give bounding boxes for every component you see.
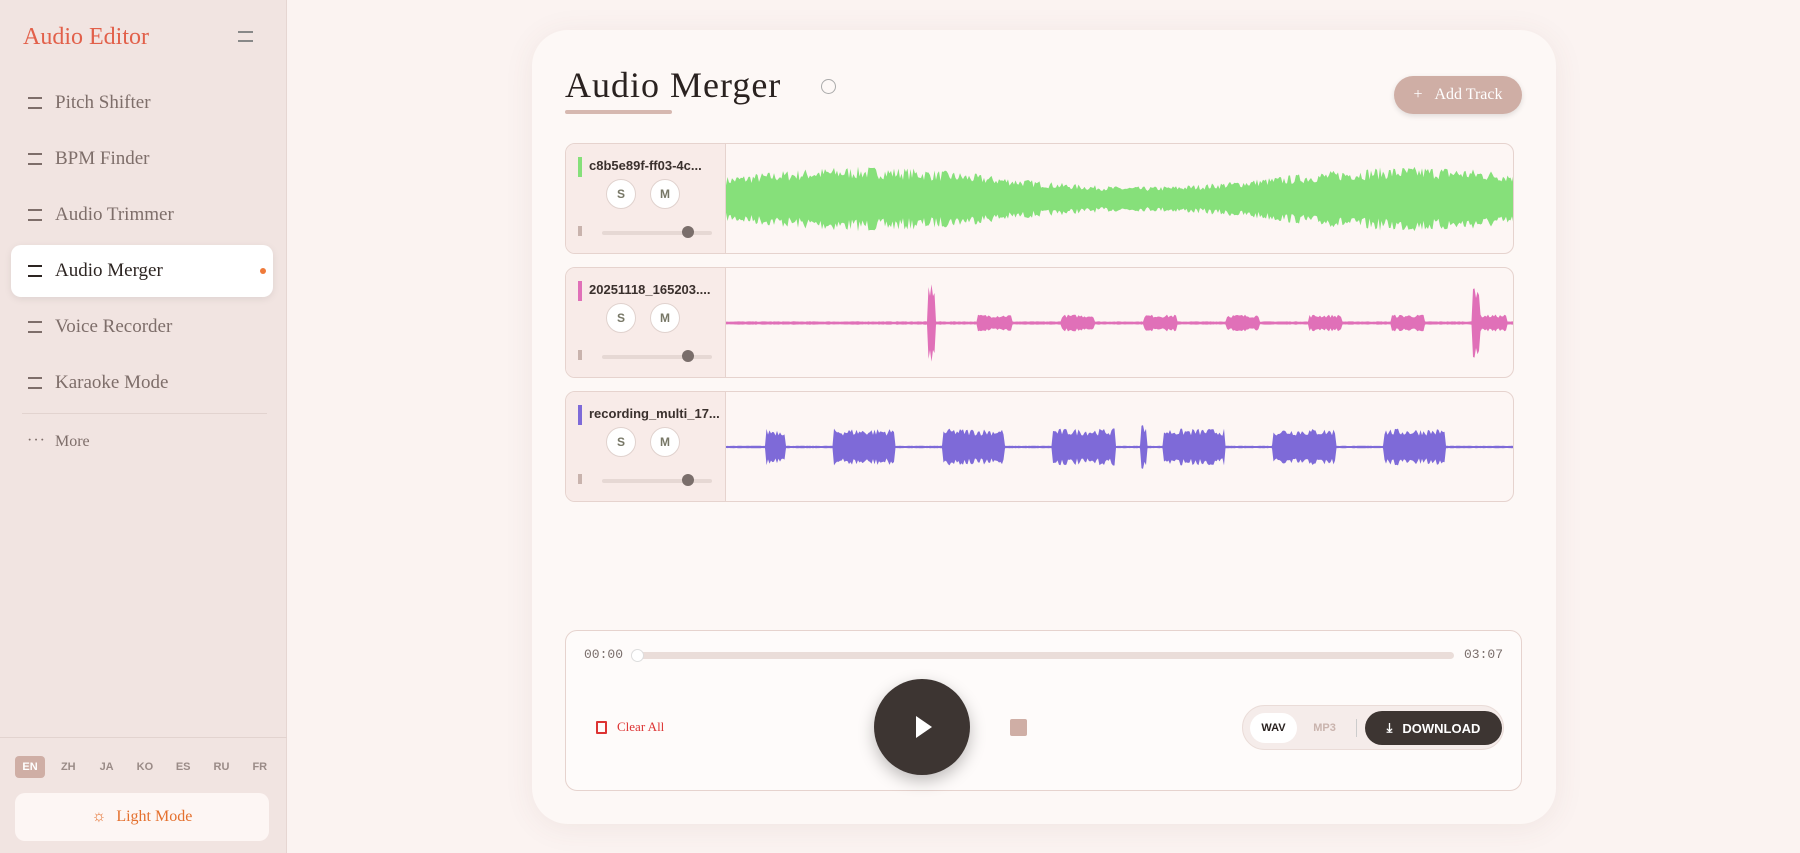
total-time: 03:07	[1464, 647, 1504, 662]
stop-button[interactable]	[1010, 719, 1027, 736]
language-option[interactable]: ES	[175, 761, 191, 773]
volume-icon	[578, 350, 588, 360]
mute-button[interactable]: M	[650, 179, 680, 209]
solo-button[interactable]: S	[606, 303, 636, 333]
clear-all-button[interactable]: Clear All	[596, 719, 664, 735]
format-option[interactable]: WAV	[1250, 713, 1297, 743]
collapse-button[interactable]	[238, 31, 253, 42]
track: recording_multi_17... S M	[565, 391, 1514, 502]
title-underline	[565, 110, 672, 114]
more-button[interactable]: ··· More	[27, 432, 90, 450]
nav-item[interactable]: Karaoke Mode	[11, 357, 273, 409]
track-color	[578, 157, 582, 177]
volume-slider[interactable]	[602, 350, 712, 362]
nav-icon	[28, 377, 42, 389]
divider	[0, 737, 287, 738]
player: 00:00 03:07 Clear All WAV MP3 ⤓ DOWNLOAD	[565, 630, 1522, 791]
info-icon[interactable]	[821, 79, 836, 94]
track-name: c8b5e89f-ff03-4c...	[589, 158, 702, 173]
waveform	[726, 284, 1513, 362]
format-option[interactable]: MP3	[1313, 722, 1336, 734]
waveform	[726, 166, 1513, 232]
nav-item[interactable]: BPM Finder	[11, 133, 273, 185]
volume-icon	[578, 226, 588, 236]
nav-label: Karaoke Mode	[55, 372, 169, 393]
track: 20251118_165203.... S M	[565, 267, 1514, 378]
download-label: DOWNLOAD	[1402, 720, 1481, 736]
play-button[interactable]	[874, 679, 970, 775]
nav-icon	[28, 97, 42, 109]
track-color	[578, 281, 582, 301]
nav-item[interactable]: Voice Recorder	[11, 301, 273, 353]
nav-item[interactable]: Audio Merger	[11, 245, 273, 297]
clear-all-label: Clear All	[617, 719, 665, 734]
theme-label: Light Mode	[116, 808, 193, 825]
nav-label: Audio Trimmer	[55, 204, 174, 225]
nav-label: BPM Finder	[55, 148, 150, 169]
nav-label: Voice Recorder	[55, 316, 173, 337]
nav-label: Audio Merger	[55, 260, 163, 281]
track-controls: recording_multi_17... S M	[566, 392, 726, 501]
app-title: Audio Editor	[23, 24, 149, 50]
more-label: More	[55, 433, 90, 450]
add-track-label: Add Track	[1434, 86, 1503, 103]
format-group: WAV MP3 ⤓ DOWNLOAD	[1242, 705, 1504, 750]
language-option[interactable]: FR	[252, 761, 268, 773]
track: c8b5e89f-ff03-4c... S M	[565, 143, 1514, 254]
volume-icon	[578, 474, 588, 484]
sidebar: Audio Editor ··· More ☼ Light Mode	[0, 0, 287, 853]
active-dot	[260, 268, 266, 274]
nav-icon	[28, 321, 42, 333]
language-option[interactable]: RU	[213, 761, 230, 773]
language-option[interactable]: ZH	[60, 761, 76, 773]
nav-item[interactable]: Pitch Shifter	[11, 77, 273, 129]
add-track-button[interactable]: + Add Track	[1394, 76, 1522, 114]
mute-button[interactable]: M	[650, 303, 680, 333]
track-name: recording_multi_17...	[589, 406, 720, 421]
solo-button[interactable]: S	[606, 179, 636, 209]
nav-icon	[28, 209, 42, 221]
page-title: Audio Merger	[565, 65, 782, 105]
waveform	[726, 425, 1513, 469]
current-time: 00:00	[584, 647, 624, 662]
language-option[interactable]: KO	[136, 761, 154, 773]
track-color	[578, 405, 582, 425]
language-option[interactable]: JA	[99, 761, 114, 773]
nav-item[interactable]: Audio Trimmer	[11, 189, 273, 241]
volume-slider[interactable]	[602, 226, 712, 238]
volume-slider[interactable]	[602, 474, 712, 486]
track-controls: c8b5e89f-ff03-4c... S M	[566, 144, 726, 253]
mute-button[interactable]: M	[650, 427, 680, 457]
nav-icon	[28, 153, 42, 165]
nav-icon	[28, 265, 42, 277]
track-controls: 20251118_165203.... S M	[566, 268, 726, 377]
track-name: 20251118_165203....	[589, 282, 711, 297]
solo-button[interactable]: S	[606, 427, 636, 457]
nav-label: Pitch Shifter	[55, 92, 151, 113]
divider	[22, 413, 267, 414]
download-button[interactable]: ⤓ DOWNLOAD	[1365, 711, 1502, 745]
theme-toggle[interactable]: ☼ Light Mode	[15, 793, 269, 841]
progress-bar[interactable]	[631, 649, 1454, 662]
language-option[interactable]: EN	[15, 756, 45, 778]
